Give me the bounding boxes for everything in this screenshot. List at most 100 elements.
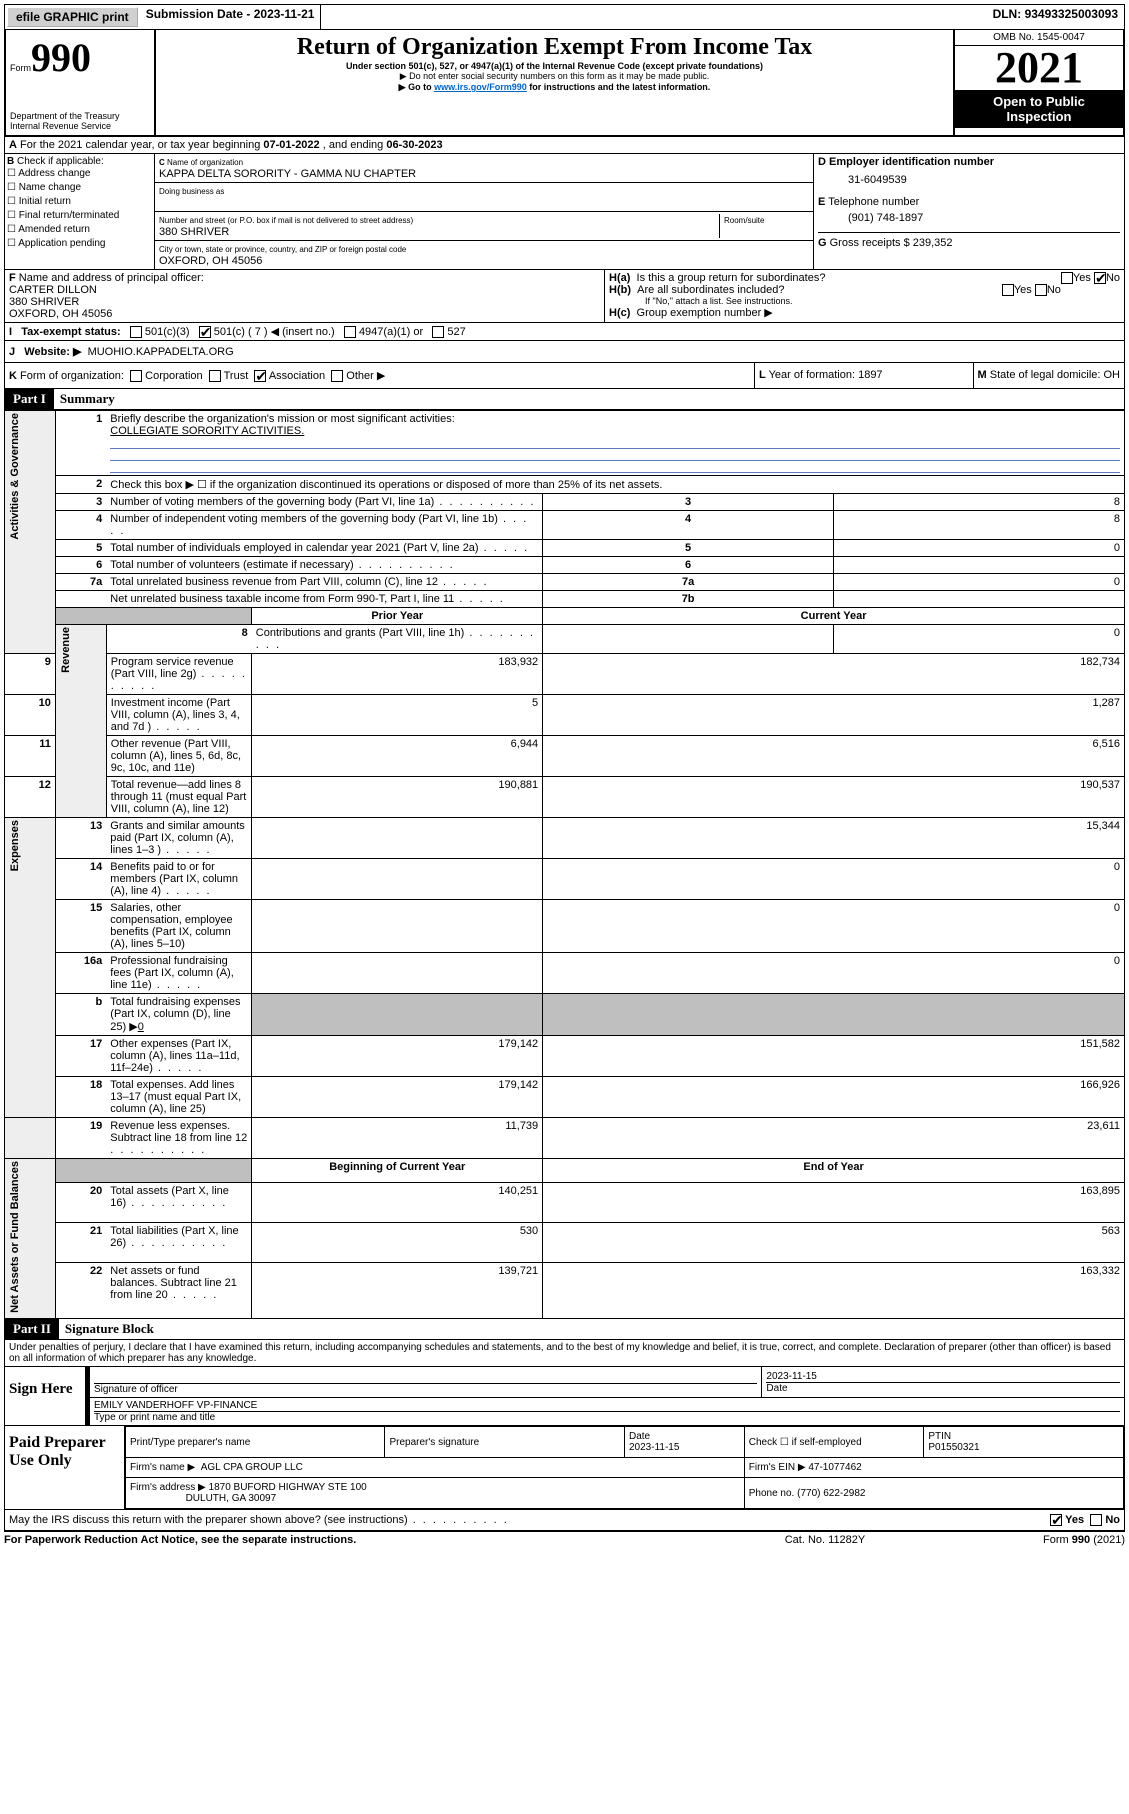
- paid-preparer-label: Paid Preparer Use Only: [5, 1426, 125, 1509]
- dept-treasury: Department of the Treasury: [10, 111, 150, 121]
- chk-corp[interactable]: [130, 370, 142, 382]
- hb-yes[interactable]: [1002, 284, 1014, 296]
- chk-application-pending[interactable]: ☐ Application pending: [7, 237, 152, 251]
- l7a: Total unrelated business revenue from Pa…: [106, 574, 542, 591]
- submission-date: Submission Date - 2023-11-21: [140, 5, 322, 29]
- ha-label: Is this a group return for subordinates?: [637, 272, 826, 284]
- year-formation: 1897: [858, 369, 882, 381]
- goto-link-row: Go to www.irs.gov/Form990 for instructio…: [160, 82, 949, 93]
- officer-name: CARTER DILLON: [9, 284, 97, 296]
- l9: Program service revenue (Part VIII, line…: [106, 654, 252, 695]
- l6: Total number of volunteers (estimate if …: [106, 557, 542, 574]
- tax-year: 2021: [955, 46, 1123, 90]
- chk-527[interactable]: [432, 326, 444, 338]
- hdr-prior: Prior Year: [252, 608, 543, 625]
- side-revenue: Revenue: [60, 627, 72, 673]
- officer-label: Name and address of principal officer:: [19, 272, 204, 284]
- open-inspection: Open to Public Inspection: [955, 90, 1123, 128]
- chk-other[interactable]: [331, 370, 343, 382]
- irs-label: Internal Revenue Service: [10, 121, 150, 131]
- hdr-end: End of Year: [543, 1159, 1125, 1182]
- ha-no[interactable]: [1094, 272, 1106, 284]
- form-number: 990: [31, 35, 91, 80]
- l7b: Net unrelated business taxable income fr…: [106, 591, 542, 608]
- v7b: [834, 591, 1125, 608]
- v3: 8: [834, 494, 1125, 511]
- state-domicile: OH: [1104, 369, 1121, 381]
- city-label: City or town, state or province, country…: [159, 245, 406, 254]
- hdr-curr: Current Year: [543, 608, 1125, 625]
- cat-no: Cat. No. 11282Y: [725, 1534, 925, 1546]
- l17: Other expenses (Part IX, column (A), lin…: [106, 1036, 252, 1077]
- chk-trust[interactable]: [209, 370, 221, 382]
- discuss-no[interactable]: [1090, 1514, 1102, 1526]
- firm-ein: 47-1077462: [808, 1462, 861, 1473]
- l21: Total liabilities (Part X, line 26): [106, 1222, 252, 1262]
- l10: Investment income (Part VIII, column (A)…: [106, 695, 252, 736]
- side-netassets: Net Assets or Fund Balances: [9, 1161, 21, 1313]
- discuss-row: May the IRS discuss this return with the…: [4, 1510, 1125, 1531]
- hc-label: Group exemption number ▶: [637, 307, 773, 319]
- ha-yes[interactable]: [1061, 272, 1073, 284]
- chk-name-change[interactable]: ☐ Name change: [7, 181, 152, 195]
- l16b: Total fundraising expenses (Part IX, col…: [106, 994, 252, 1036]
- dba-label: Doing business as: [159, 187, 224, 196]
- hdr-beg: Beginning of Current Year: [252, 1159, 543, 1182]
- officer-printed-name: EMILY VANDERHOFF VP-FINANCE: [94, 1400, 1120, 1411]
- l3: Number of voting members of the governin…: [106, 494, 542, 511]
- chk-4947[interactable]: [344, 326, 356, 338]
- room-label: Room/suite: [724, 216, 764, 225]
- ssn-warning: Do not enter social security numbers on …: [160, 71, 949, 82]
- l8: Contributions and grants (Part VIII, lin…: [252, 625, 543, 654]
- phone-label: Telephone number: [828, 196, 919, 208]
- l16a: Professional fundraising fees (Part IX, …: [106, 953, 252, 994]
- side-activities: Activities & Governance: [9, 413, 21, 540]
- org-name: KAPPA DELTA SORORITY - GAMMA NU CHAPTER: [159, 168, 416, 180]
- preparer-date: 2023-11-15: [629, 1442, 679, 1453]
- preparer-name-hdr: Print/Type preparer's name: [126, 1427, 385, 1458]
- officer-city: OXFORD, OH 45056: [9, 308, 112, 320]
- perjury-declaration: Under penalties of perjury, I declare th…: [4, 1340, 1125, 1367]
- l2: Check this box ▶ ☐ if the organization d…: [106, 476, 1124, 494]
- pra-notice: For Paperwork Reduction Act Notice, see …: [4, 1534, 725, 1546]
- firm-phone: (770) 622-2982: [797, 1488, 865, 1499]
- page-footer: For Paperwork Reduction Act Notice, see …: [4, 1531, 1125, 1548]
- row-k-l-m: K Form of organization: Corporation Trus…: [4, 363, 1125, 389]
- form-header: Form990 Department of the Treasury Inter…: [4, 30, 1125, 137]
- preparer-sig-hdr: Preparer's signature: [385, 1427, 625, 1458]
- gross-value: 239,352: [913, 237, 953, 249]
- part1-header: Part ISummary: [4, 389, 1125, 410]
- l1-value: COLLEGIATE SORORITY ACTIVITIES.: [110, 425, 304, 437]
- self-employed-chk[interactable]: Check ☐ if self-employed: [744, 1427, 924, 1458]
- l22: Net assets or fund balances. Subtract li…: [106, 1262, 252, 1319]
- v4: 8: [834, 511, 1125, 540]
- part2-header: Part IISignature Block: [4, 1319, 1125, 1340]
- chk-final-return[interactable]: ☐ Final return/terminated: [7, 209, 152, 223]
- l4: Number of independent voting members of …: [106, 511, 542, 540]
- hb-note: If "No," attach a list. See instructions…: [609, 296, 1120, 306]
- form990-link[interactable]: www.irs.gov/Form990: [434, 82, 527, 92]
- chk-501c3[interactable]: [130, 326, 142, 338]
- l15: Salaries, other compensation, employee b…: [106, 900, 252, 953]
- l18: Total expenses. Add lines 13–17 (must eq…: [106, 1077, 252, 1118]
- chk-assoc[interactable]: [254, 370, 266, 382]
- v5: 0: [834, 540, 1125, 557]
- form-id: Form 990 (2021): [925, 1534, 1125, 1546]
- l14: Benefits paid to or for members (Part IX…: [106, 859, 252, 900]
- chk-initial-return[interactable]: ☐ Initial return: [7, 195, 152, 209]
- efile-print-button[interactable]: efile GRAPHIC print: [7, 7, 138, 27]
- l11: Other revenue (Part VIII, column (A), li…: [106, 736, 252, 777]
- block-i: I Tax-exempt status: 501(c)(3) 501(c) ( …: [4, 323, 1125, 341]
- row-j-website: J Website: ▶ MUOHIO.KAPPADELTA.ORG: [4, 341, 1125, 363]
- street-label: Number and street (or P.O. box if mail i…: [159, 216, 413, 225]
- chk-address-change[interactable]: ☐ Address change: [7, 167, 152, 181]
- street-address: 380 SHRIVER: [159, 226, 229, 238]
- gross-label: Gross receipts $: [830, 237, 913, 249]
- chk-501c[interactable]: [199, 326, 211, 338]
- hb-no[interactable]: [1035, 284, 1047, 296]
- chk-amended-return[interactable]: ☐ Amended return: [7, 223, 152, 237]
- discuss-yes[interactable]: [1050, 1514, 1062, 1526]
- city-state-zip: OXFORD, OH 45056: [159, 255, 262, 267]
- org-name-label: Name of organization: [167, 158, 243, 167]
- sig-date: 2023-11-15: [766, 1371, 1120, 1382]
